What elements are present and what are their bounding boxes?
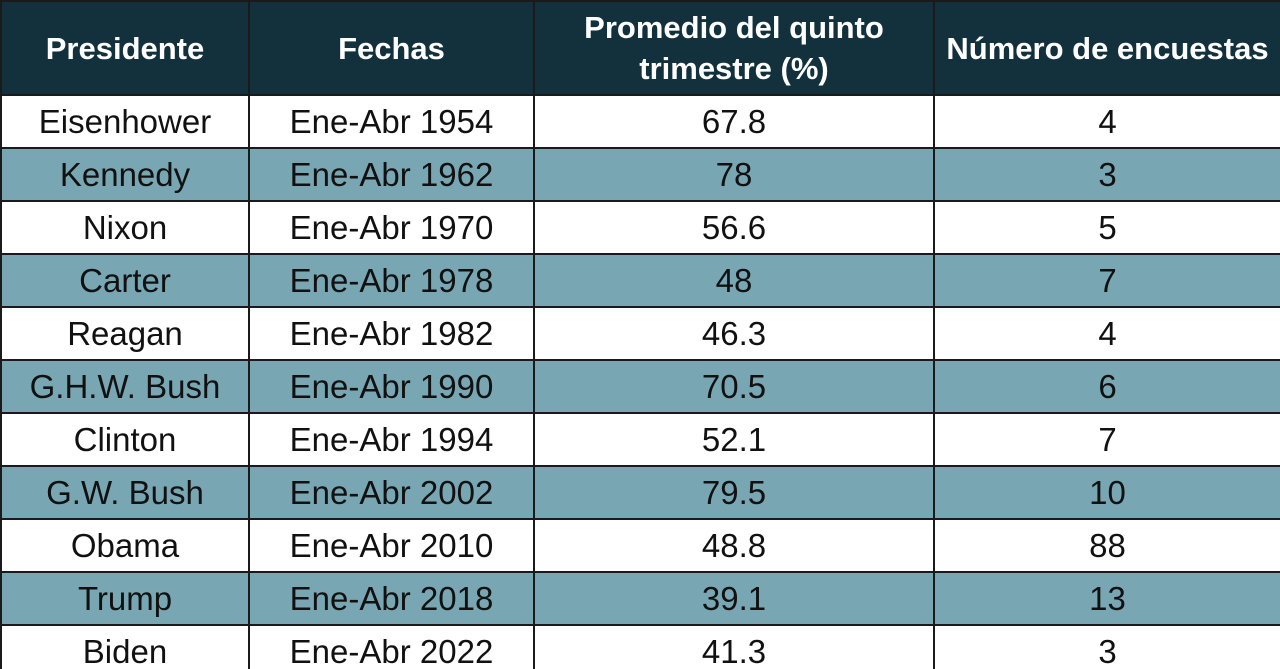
- cell-encuestas: 13: [933, 571, 1280, 626]
- cell-fechas: Ene-Abr 1970: [248, 200, 535, 255]
- cell-presidente: Eisenhower: [0, 94, 250, 149]
- cell-promedio: 67.8: [533, 94, 935, 149]
- cell-fechas: Ene-Abr 1962: [248, 147, 535, 202]
- cell-presidente: Biden: [0, 624, 250, 669]
- cell-presidente: G.W. Bush: [0, 465, 250, 520]
- cell-fechas: Ene-Abr 1978: [248, 253, 535, 308]
- cell-presidente: Obama: [0, 518, 250, 573]
- table-row: Carter Ene-Abr 1978 48 7: [0, 253, 1280, 308]
- cell-fechas: Ene-Abr 2002: [248, 465, 535, 520]
- cell-promedio: 39.1: [533, 571, 935, 626]
- cell-fechas: Ene-Abr 1954: [248, 94, 535, 149]
- cell-fechas: Ene-Abr 2022: [248, 624, 535, 669]
- cell-encuestas: 4: [933, 94, 1280, 149]
- cell-fechas: Ene-Abr 2010: [248, 518, 535, 573]
- cell-promedio: 41.3: [533, 624, 935, 669]
- header-row: Presidente Fechas Promedio del quinto tr…: [0, 0, 1280, 96]
- cell-promedio: 79.5: [533, 465, 935, 520]
- cell-encuestas: 5: [933, 200, 1280, 255]
- cell-presidente: Clinton: [0, 412, 250, 467]
- table-row: Nixon Ene-Abr 1970 56.6 5: [0, 200, 1280, 255]
- cell-fechas: Ene-Abr 1994: [248, 412, 535, 467]
- header-promedio: Promedio del quinto trimestre (%): [533, 0, 935, 96]
- cell-promedio: 52.1: [533, 412, 935, 467]
- cell-promedio: 48: [533, 253, 935, 308]
- cell-presidente: Carter: [0, 253, 250, 308]
- cell-promedio: 46.3: [533, 306, 935, 361]
- cell-promedio: 70.5: [533, 359, 935, 414]
- table-row: G.H.W. Bush Ene-Abr 1990 70.5 6: [0, 359, 1280, 414]
- table-row: G.W. Bush Ene-Abr 2002 79.5 10: [0, 465, 1280, 520]
- cell-encuestas: 4: [933, 306, 1280, 361]
- cell-encuestas: 10: [933, 465, 1280, 520]
- header-presidente: Presidente: [0, 0, 250, 96]
- cell-encuestas: 3: [933, 147, 1280, 202]
- table-row: Reagan Ene-Abr 1982 46.3 4: [0, 306, 1280, 361]
- table-row: Kennedy Ene-Abr 1962 78 3: [0, 147, 1280, 202]
- cell-presidente: Reagan: [0, 306, 250, 361]
- cell-presidente: Nixon: [0, 200, 250, 255]
- cell-promedio: 56.6: [533, 200, 935, 255]
- cell-presidente: Trump: [0, 571, 250, 626]
- table-body: Eisenhower Ene-Abr 1954 67.8 4 Kennedy E…: [0, 94, 1280, 669]
- header-encuestas: Número de encuestas: [933, 0, 1280, 96]
- table-row: Obama Ene-Abr 2010 48.8 88: [0, 518, 1280, 573]
- cell-encuestas: 7: [933, 412, 1280, 467]
- cell-encuestas: 7: [933, 253, 1280, 308]
- cell-presidente: Kennedy: [0, 147, 250, 202]
- cell-fechas: Ene-Abr 1982: [248, 306, 535, 361]
- cell-fechas: Ene-Abr 1990: [248, 359, 535, 414]
- table-row: Trump Ene-Abr 2018 39.1 13: [0, 571, 1280, 626]
- cell-promedio: 48.8: [533, 518, 935, 573]
- cell-promedio: 78: [533, 147, 935, 202]
- cell-encuestas: 88: [933, 518, 1280, 573]
- header-fechas: Fechas: [248, 0, 535, 96]
- table-row: Biden Ene-Abr 2022 41.3 3: [0, 624, 1280, 669]
- cell-presidente: G.H.W. Bush: [0, 359, 250, 414]
- cell-encuestas: 6: [933, 359, 1280, 414]
- table-row: Clinton Ene-Abr 1994 52.1 7: [0, 412, 1280, 467]
- table-row: Eisenhower Ene-Abr 1954 67.8 4: [0, 94, 1280, 149]
- cell-fechas: Ene-Abr 2018: [248, 571, 535, 626]
- cell-encuestas: 3: [933, 624, 1280, 669]
